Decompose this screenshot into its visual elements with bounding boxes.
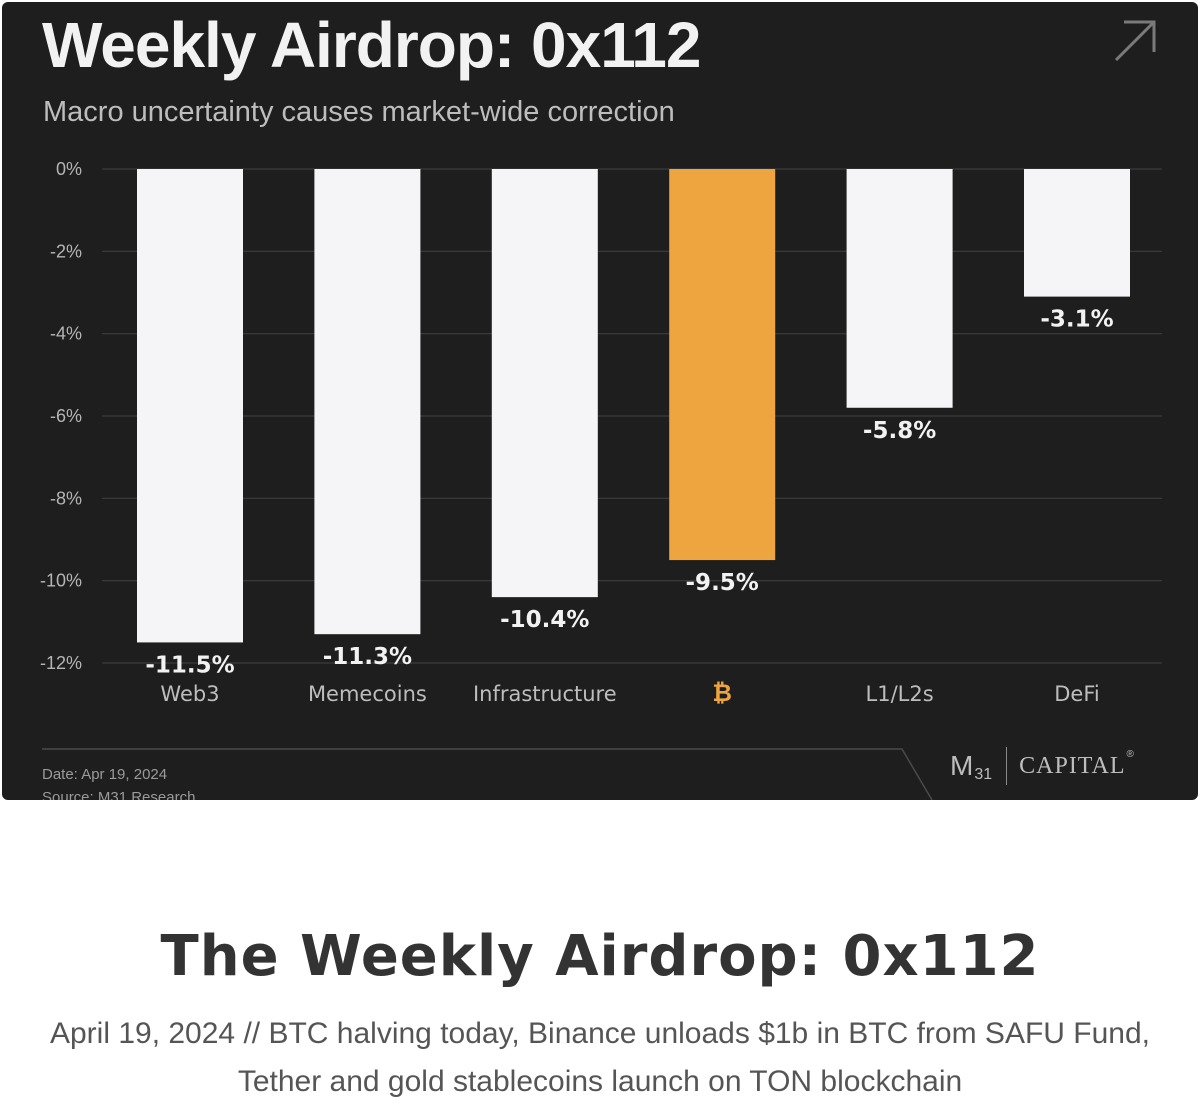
bar[interactable] [1024,169,1130,297]
bar-value-label: -3.1% [1040,307,1113,333]
logo-divider [1006,747,1008,785]
bar-value-label: -11.3% [323,644,412,670]
bar-value-label: -5.8% [863,418,936,444]
bar[interactable] [137,169,243,643]
y-tick-label: -6% [50,406,82,426]
bar-chart: 0% -2% -4% -6% -8% -10% -12% -11.5% Web3 -11.3% Me… [40,159,1162,707]
bar-value-label: -11.5% [145,652,234,678]
y-tick-label: -12% [40,653,82,673]
chart-subtitle: Macro uncertainty causes market-wide cor… [43,96,675,128]
category-label: Web3 [160,682,219,706]
footer-date: Date: Apr 19, 2024 [42,766,168,783]
footer-source: Source: M31 Research [42,789,196,800]
bar[interactable] [846,169,953,408]
article-description: April 19, 2024 // BTC halving today, Bin… [49,1017,1150,1098]
arrow-up-right-icon[interactable] [1110,14,1162,66]
y-tick-label: -2% [50,241,82,261]
logo-registered-mark: ® [1126,748,1134,760]
bar[interactable] [314,169,421,635]
y-tick-label: -10% [40,571,82,591]
chart-card: Weekly Airdrop: 0x112 Macro uncertainty … [2,2,1198,800]
logo-capital: CAPITAL [1019,752,1126,779]
article-headline[interactable]: The Weekly Airdrop: 0x112 [160,924,1040,989]
category-label: Memecoins [308,682,427,706]
m31-capital-logo: M 31 CAPITAL ® [950,746,1134,786]
bar[interactable] [491,169,598,598]
y-tick-label: -8% [50,488,82,508]
y-tick-label: -4% [50,324,82,344]
bar-value-label: -10.4% [500,607,589,633]
category-label: Infrastructure [473,682,617,706]
bar-value-label: -9.5% [686,570,759,596]
footer-divider [42,748,933,800]
category-label: DeFi [1054,682,1099,706]
category-label: ₿ [712,679,732,707]
bar[interactable] [669,169,776,561]
y-tick-label: 0% [56,159,82,179]
logo-m: M [950,750,974,781]
logo-sub: 31 [974,766,993,783]
category-label: L1/L2s [866,682,934,706]
chart-title: Weekly Airdrop: 0x112 [42,9,701,81]
